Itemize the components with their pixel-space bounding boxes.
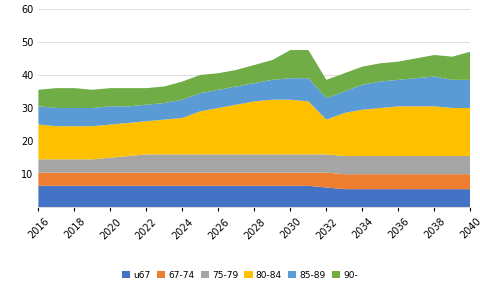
Legend: u67, 67-74, 75-79, 80-84, 85-89, 90-: u67, 67-74, 75-79, 80-84, 85-89, 90- <box>119 267 361 283</box>
